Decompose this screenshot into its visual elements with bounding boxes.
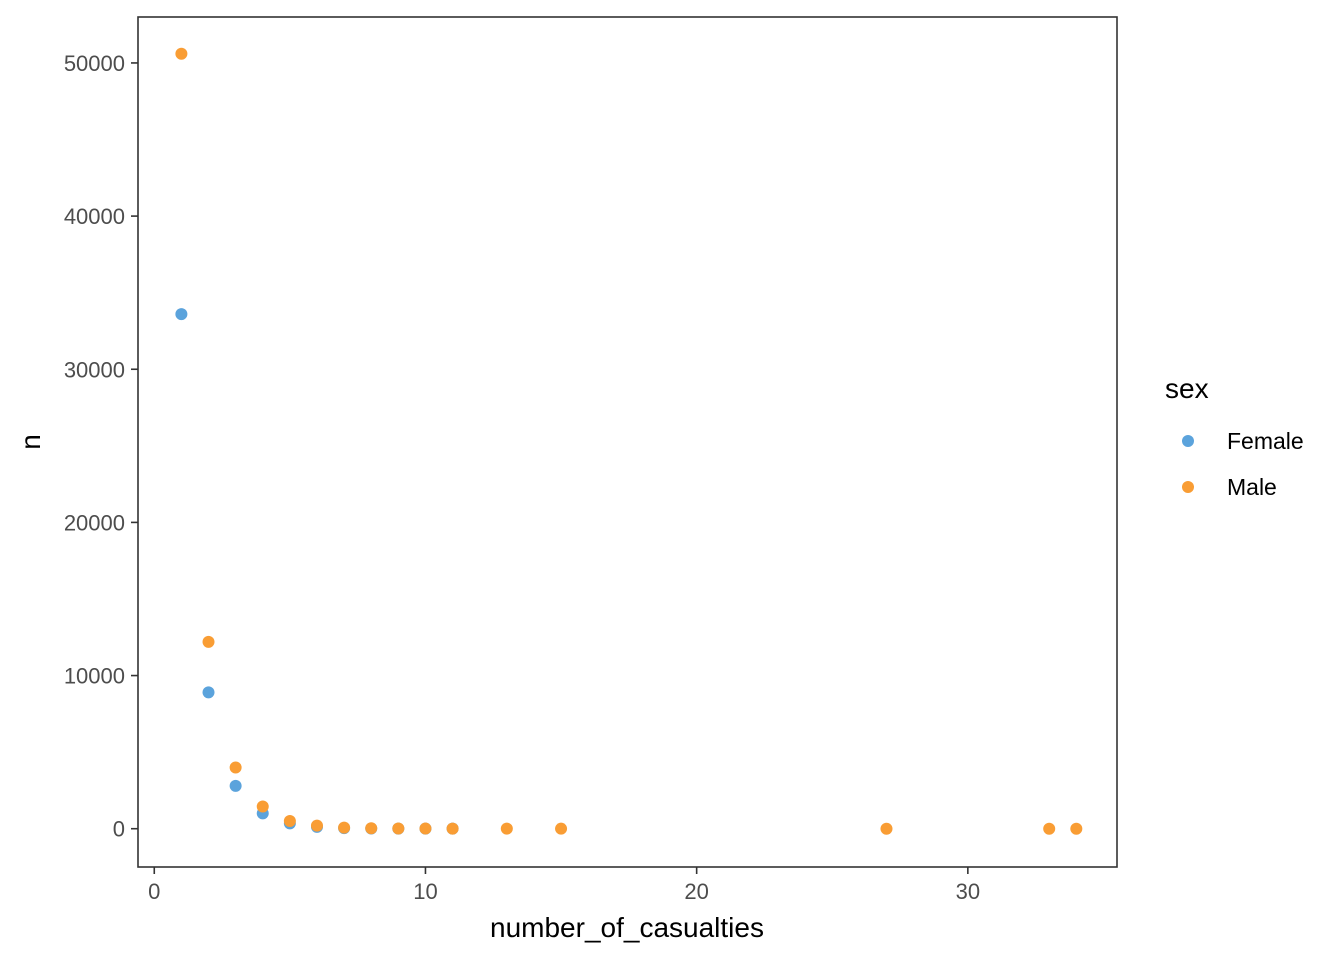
data-points: [175, 47, 1083, 835]
data-point-male: [500, 822, 513, 835]
x-tick-label: 10: [413, 879, 437, 904]
x-axis: 0 10 20 30: [148, 867, 980, 904]
data-point-male: [446, 822, 459, 835]
series-male: [175, 47, 1083, 835]
x-tick-label: 30: [956, 879, 980, 904]
data-point-male: [1043, 822, 1056, 835]
data-point-male: [555, 822, 568, 835]
y-tick-label: 50000: [64, 51, 125, 76]
legend-label-female: Female: [1227, 428, 1304, 454]
legend: sex Female Male: [1165, 373, 1304, 500]
plot-panel: [138, 17, 1117, 867]
data-point-female: [175, 308, 188, 321]
y-tick-label: 30000: [64, 357, 125, 382]
data-point-male: [419, 822, 432, 835]
data-point-male: [283, 815, 296, 828]
y-tick-label: 20000: [64, 510, 125, 535]
data-point-male: [256, 800, 269, 813]
data-point-male: [310, 819, 323, 832]
x-axis-title: number_of_casualties: [490, 912, 764, 943]
data-point-male: [338, 821, 351, 834]
legend-title: sex: [1165, 373, 1209, 404]
data-point-male: [229, 761, 242, 774]
legend-key-male: [1182, 481, 1194, 493]
legend-label-male: Male: [1227, 474, 1277, 500]
y-axis: 0 10000 20000 30000 40000 50000: [64, 51, 138, 842]
data-point-male: [1070, 822, 1083, 835]
data-point-female: [202, 686, 215, 699]
y-tick-label: 0: [113, 817, 125, 842]
plot-border: [137, 16, 1118, 868]
data-point-female: [229, 779, 242, 792]
legend-key-female: [1182, 435, 1194, 447]
y-tick-label: 40000: [64, 204, 125, 229]
data-point-male: [880, 822, 893, 835]
data-point-male: [175, 47, 188, 60]
y-tick-label: 10000: [64, 664, 125, 689]
y-axis-title: n: [15, 434, 46, 450]
data-point-male: [202, 635, 215, 648]
x-tick-label: 20: [684, 879, 708, 904]
data-point-male: [392, 822, 405, 835]
x-tick-label: 0: [148, 879, 160, 904]
data-point-male: [365, 822, 378, 835]
